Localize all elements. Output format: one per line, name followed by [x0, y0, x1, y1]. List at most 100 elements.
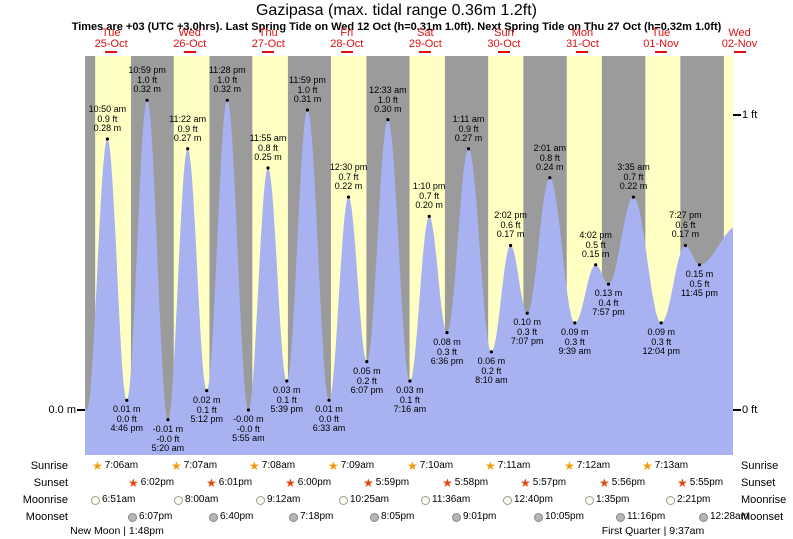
moonset-time: 11:16pm: [616, 510, 665, 524]
day-labels-row: Tue 25-Oct Wed 26-Oct Thu 27-Oct Fri 28-Oct Sat 2…: [0, 28, 793, 52]
axis-label-1ft: 1 ft: [742, 109, 758, 121]
sunrise-icon: ★: [249, 459, 260, 473]
tide-point: [509, 243, 513, 248]
sunset-label-left: Sunset: [33, 477, 68, 489]
moonrise-time: 12:40pm: [503, 493, 553, 507]
axis-tick-0ft: [733, 409, 741, 411]
tide-point: [386, 118, 390, 122]
moonrise-label-right: Moonrise: [741, 494, 787, 506]
moonset-icon: [209, 512, 218, 522]
tide-area: [85, 100, 733, 455]
moonrise-icon: [503, 495, 512, 505]
sunset-time: ★ 5:55pm: [677, 476, 724, 490]
day-tick: [655, 51, 667, 53]
sunset-icon: ★: [128, 476, 139, 490]
tide-point: [697, 263, 702, 267]
day-label-tue-25-oct: Tue 25-Oct: [94, 27, 128, 50]
sunrise-time: ★ 7:09am: [328, 459, 375, 473]
tide-point: [427, 214, 431, 218]
sunrise-icon: ★: [92, 459, 103, 473]
moonset-icon: [699, 512, 708, 522]
moonset-row: Moonset Moonset 6:07pm 6:40pm 7:18pm 8:05pm 9:…: [0, 510, 793, 526]
tide-point: [205, 389, 209, 393]
sunrise-row: Sunrise Sunrise ★ 7:06am ★ 7:07am ★ 7:08am ★ 7:09…: [0, 459, 793, 475]
day-tick: [576, 51, 589, 53]
chart-subtitle: Times are +03 (UTC +3.0hrs). Last Spring…: [71, 21, 722, 33]
tide-point: [445, 331, 449, 335]
sunset-time: ★ 5:57pm: [520, 476, 567, 490]
day-tick: [340, 51, 353, 53]
sunset-icon: ★: [520, 476, 531, 490]
sunset-time: ★ 5:59pm: [363, 476, 410, 490]
moonset-label-left: Moonset: [25, 511, 68, 523]
moonrise-icon: [256, 495, 265, 505]
day-label-mon-31-oct: Mon 31-Oct: [565, 27, 599, 50]
sunrise-icon: ★: [642, 459, 653, 473]
tide-point: [573, 321, 577, 325]
tide-point: [225, 98, 229, 102]
day-label-fri-28-oct: Fri 28-Oct: [330, 27, 364, 50]
moon-phase-first-quarter: First Quarter | 9:37am: [601, 525, 705, 537]
sunset-time: ★ 5:56pm: [599, 476, 646, 490]
sunrise-label-left: Sunrise: [30, 460, 68, 472]
page-title: Gazipasa (max. tidal range 0.36m 1.2ft): [255, 2, 538, 19]
moonrise-time: 2:21pm: [666, 493, 710, 507]
tide-point: [525, 311, 529, 315]
sunset-icon: ★: [285, 476, 296, 490]
sunrise-icon: ★: [564, 459, 575, 473]
sunset-time: ★ 6:01pm: [206, 476, 253, 490]
tide-point: [466, 147, 471, 151]
tide-point: [285, 379, 289, 383]
tide-point: [548, 176, 552, 180]
day-tick: [105, 51, 118, 53]
day-label-wed-02-nov: Wed 02-Nov: [721, 27, 758, 50]
axis-label-0ft: 0 ft: [742, 404, 758, 416]
moonset-time: 9:01pm: [452, 510, 496, 524]
day-label-sun-30-oct: Sun 30-Oct: [487, 27, 521, 50]
axis-label-0m: 0.0 m: [48, 404, 76, 416]
moonset-time: 7:18pm: [289, 510, 333, 524]
moonrise-icon: [174, 495, 183, 505]
moonrise-icon: [585, 495, 594, 505]
moonrise-time: 6:51am: [91, 493, 135, 507]
sunrise-icon: ★: [407, 459, 418, 473]
day-tick: [262, 51, 275, 53]
tide-point: [594, 263, 598, 267]
sunset-label-right: Sunset: [741, 477, 776, 489]
sunrise-icon: ★: [485, 459, 496, 473]
sunset-time: ★ 5:58pm: [442, 476, 489, 490]
tide-point: [365, 360, 369, 364]
sunset-time: ★ 6:00pm: [285, 476, 332, 490]
moonrise-time: 9:12am: [256, 493, 300, 507]
moonset-time: 8:05pm: [370, 510, 414, 524]
moonset-icon: [452, 512, 461, 522]
sunrise-time: ★ 7:06am: [92, 459, 139, 473]
sunrise-icon: ★: [328, 459, 339, 473]
axis-tick-1ft: [733, 114, 741, 116]
moonset-icon: [128, 512, 137, 522]
day-tick: [733, 51, 746, 53]
sunset-icon: ★: [677, 476, 688, 490]
tide-point: [606, 282, 611, 286]
sunset-icon: ★: [206, 476, 217, 490]
tide-point: [346, 195, 351, 199]
sunset-time: ★ 6:02pm: [128, 476, 175, 490]
sunset-icon: ★: [599, 476, 610, 490]
day-tick: [183, 51, 196, 53]
day-label-sat-29-oct: Sat 29-Oct: [408, 27, 442, 50]
tide-point: [305, 108, 310, 112]
sunset-icon: ★: [363, 476, 374, 490]
moonset-label-right: Moonset: [741, 511, 784, 523]
moonrise-icon: [666, 495, 675, 505]
moonset-time: 10:05pm: [534, 510, 584, 524]
tide-point: [327, 398, 331, 402]
tide-point: [125, 398, 129, 402]
sunrise-time: ★ 7:08am: [249, 459, 296, 473]
moonset-icon: [616, 512, 625, 522]
moonset-time: 12:28am: [699, 510, 749, 524]
moonset-icon: [370, 512, 379, 522]
tide-point: [683, 243, 688, 248]
sunset-icon: ★: [442, 476, 453, 490]
tide-point: [246, 408, 250, 412]
